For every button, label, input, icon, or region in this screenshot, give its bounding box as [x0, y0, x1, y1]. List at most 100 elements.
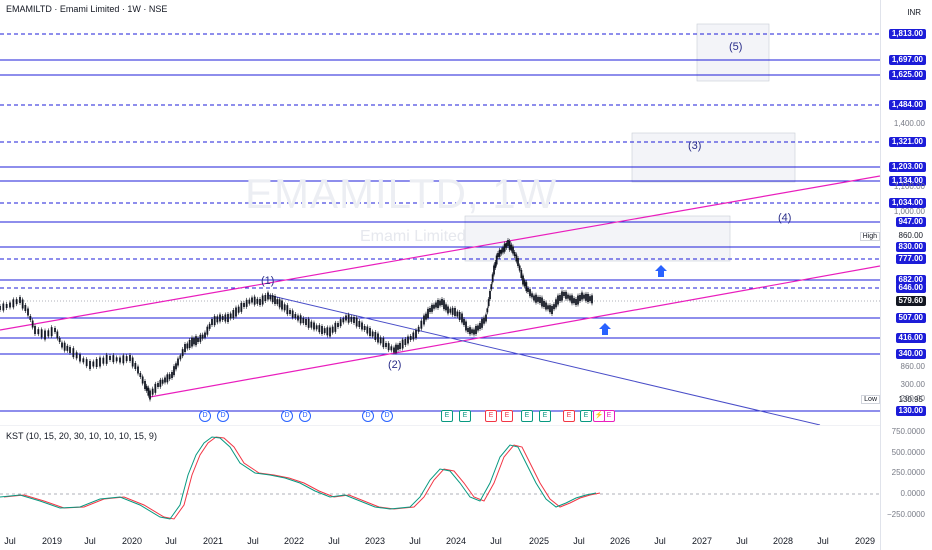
time-label: 2019 — [41, 536, 63, 546]
candle-body — [131, 357, 134, 367]
price-level-tag: 1,697.00 — [888, 55, 926, 65]
candle-body — [433, 304, 435, 309]
kst-legend[interactable]: KST (10, 15, 20, 30, 10, 10, 10, 15, 9) — [6, 431, 157, 441]
price-tick-label: 1,100.00 — [893, 182, 925, 191]
candle-body — [99, 357, 101, 367]
dividend-marker[interactable]: D — [281, 410, 293, 422]
candle-body — [179, 355, 182, 360]
price-level-tag: 507.00 — [895, 313, 926, 323]
candle-body — [567, 294, 569, 299]
price-candles — [0, 238, 593, 402]
earnings-marker[interactable]: E — [485, 410, 497, 422]
candle-body — [537, 296, 539, 302]
candle-body — [420, 320, 423, 329]
price-level-tag: 1,034.00 — [888, 198, 926, 208]
kst-tick-label: 250.0000 — [891, 468, 925, 477]
candle-body — [493, 265, 495, 275]
candle-body — [208, 323, 211, 329]
earnings-marker[interactable]: E — [580, 410, 592, 422]
candle-body — [390, 346, 393, 351]
candle-body — [591, 295, 593, 304]
wave4-zone-box — [464, 215, 731, 262]
time-label: 2020 — [121, 536, 143, 546]
candle-body — [490, 284, 493, 290]
earnings-marker[interactable]: E — [441, 410, 453, 422]
wave-label-4: (4) — [778, 212, 792, 224]
split-marker[interactable]: ⚡ — [593, 410, 605, 422]
price-level-tag: 682.00 — [895, 275, 926, 285]
kst-tick-label: 750.0000 — [891, 427, 925, 436]
time-axis[interactable]: Jul 2019 Jul 2020 Jul 2021 Jul 2022 Jul 2023 Jul 20… — [0, 530, 880, 550]
candle-body — [498, 249, 501, 257]
candle-body — [409, 336, 412, 340]
earnings-marker[interactable]: E — [501, 410, 513, 422]
candle-body — [12, 299, 15, 308]
candle-body — [139, 373, 142, 377]
wave-label-5: (5) — [729, 41, 743, 53]
dividend-marker[interactable]: D — [199, 410, 211, 422]
dividend-marker[interactable]: D — [217, 410, 229, 422]
candle-body — [565, 291, 567, 299]
candle-body — [193, 338, 195, 345]
candle-body — [204, 332, 206, 338]
candle-body — [144, 381, 146, 389]
candle-body — [387, 343, 390, 351]
candle-body — [437, 300, 439, 308]
candle-body — [527, 288, 529, 292]
candle-body — [269, 295, 272, 300]
candle-body — [24, 305, 27, 311]
candle-body — [467, 328, 469, 332]
candle-body — [571, 295, 573, 304]
candle-body — [125, 356, 128, 362]
candle-body — [315, 325, 318, 330]
candle-body — [147, 387, 150, 396]
candle-body — [186, 343, 189, 349]
candle-body — [481, 318, 483, 328]
earnings-marker[interactable]: E — [521, 410, 533, 422]
candle-body — [75, 352, 78, 359]
candle-body — [248, 299, 251, 304]
price-level-tag: 646.00 — [895, 283, 926, 293]
candle-body — [21, 299, 24, 309]
price-axis[interactable]: INR 1,813.00 1,697.00 1,625.00 1,484.00 1,32… — [880, 0, 932, 550]
time-label: 2028 — [772, 536, 794, 546]
candle-body — [439, 300, 441, 306]
dividend-marker[interactable]: D — [381, 410, 393, 422]
symbol-title[interactable]: EMAMILTD · Emami Limited · 1W · NSE — [6, 4, 168, 14]
candle-body — [347, 314, 350, 323]
candle-body — [377, 333, 379, 343]
candle-body — [563, 292, 565, 296]
candle-body — [404, 339, 407, 345]
candle-body — [112, 355, 115, 363]
candle-body — [522, 275, 524, 285]
candle-body — [393, 347, 395, 353]
candle-body — [119, 357, 121, 363]
candle-body — [161, 379, 164, 384]
earnings-marker[interactable]: E — [539, 410, 551, 422]
candle-body — [475, 326, 477, 334]
candle-body — [555, 299, 557, 308]
dividend-marker[interactable]: D — [362, 410, 374, 422]
kst-indicator-canvas[interactable] — [0, 425, 880, 530]
candle-body — [533, 295, 535, 301]
candle-body — [141, 376, 144, 384]
kst-tick-label: −250.0000 — [886, 510, 925, 519]
earnings-marker[interactable]: E — [459, 410, 471, 422]
candle-body — [557, 295, 559, 305]
candle-body — [283, 304, 286, 311]
candle-body — [553, 304, 555, 310]
candle-body — [473, 329, 475, 335]
candle-body — [137, 366, 139, 374]
low-marker: Low — [861, 395, 880, 404]
candle-body — [227, 314, 229, 322]
candle-body — [517, 258, 519, 266]
candle-body — [235, 307, 237, 317]
candle-body — [507, 240, 509, 246]
candle-body — [529, 289, 531, 297]
dividend-marker[interactable]: D — [299, 410, 311, 422]
earnings-marker[interactable]: E — [563, 410, 575, 422]
price-chart-canvas[interactable] — [0, 0, 880, 425]
candle-body — [486, 308, 489, 313]
kst-signal-line — [3, 436, 601, 520]
candle-body — [395, 344, 397, 353]
